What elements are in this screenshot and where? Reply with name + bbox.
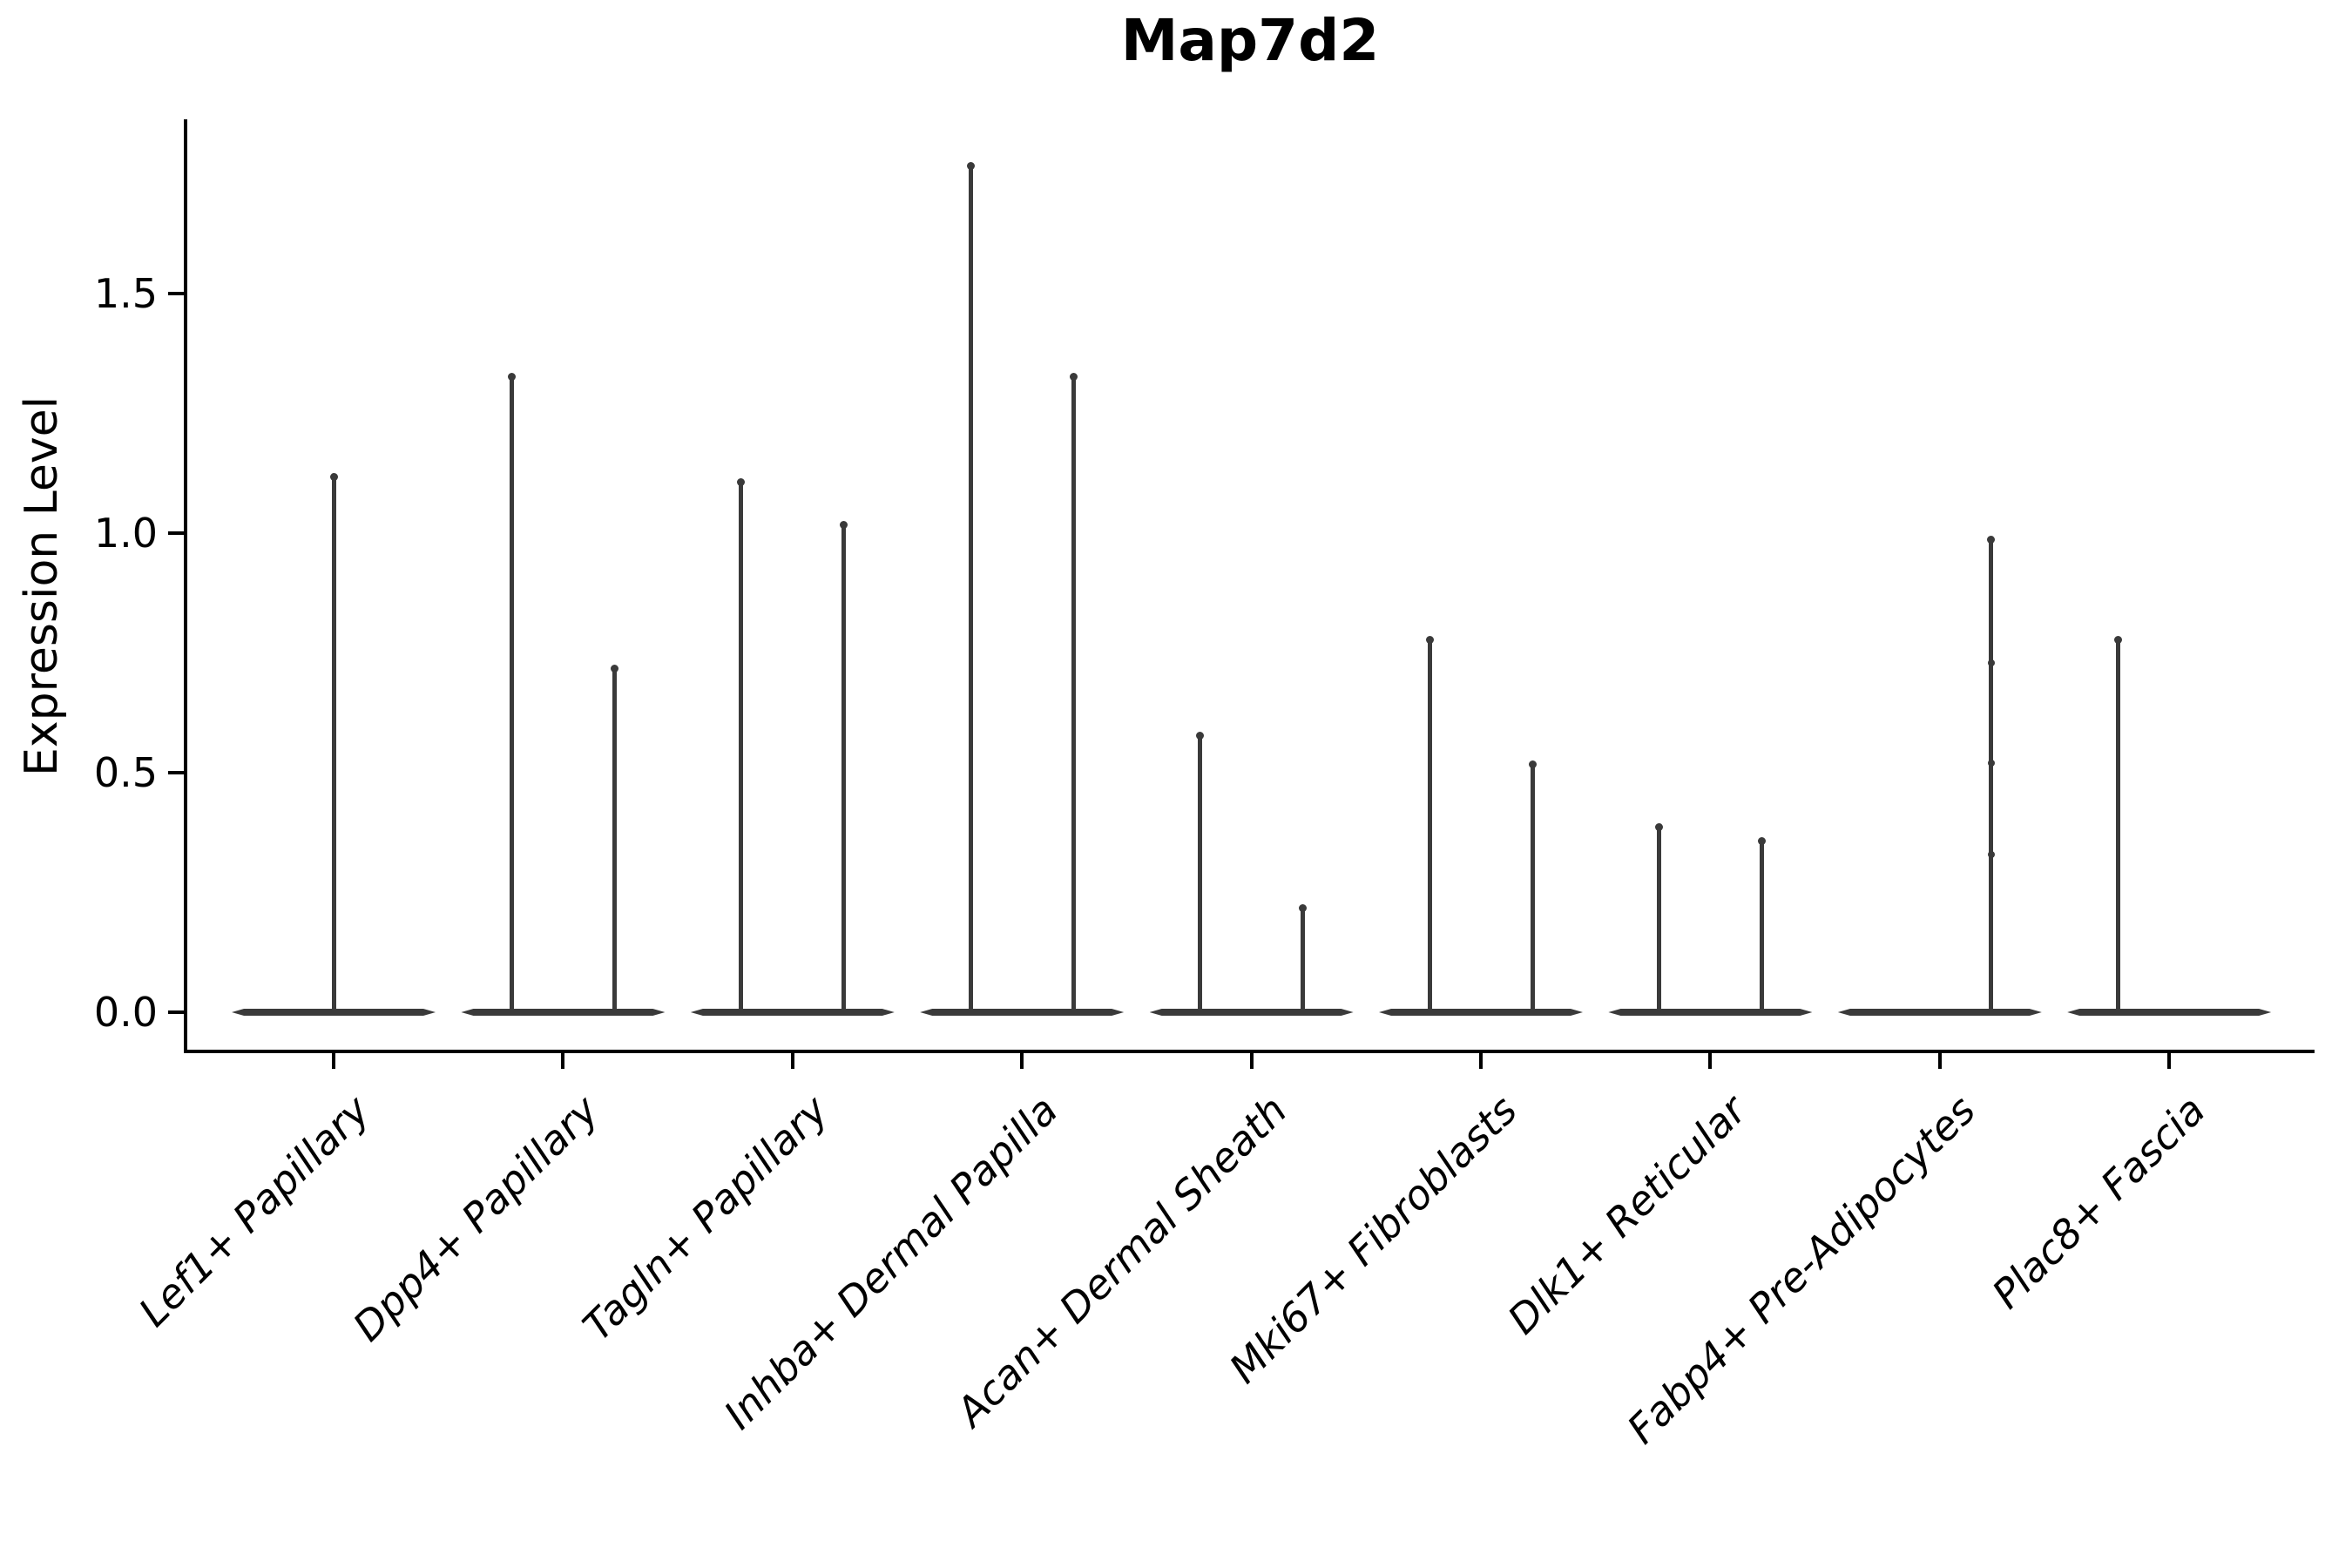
violin-spike	[968, 164, 973, 1012]
spike-max-cap	[737, 477, 746, 486]
y-axis-spine	[184, 119, 187, 1053]
y-tick	[168, 1010, 184, 1014]
violin-spike	[1301, 907, 1306, 1012]
x-tick	[1020, 1053, 1024, 1069]
x-tick-label: Tagln+ Papillary	[573, 1086, 838, 1350]
x-tick	[1937, 1053, 1942, 1069]
violin-spike	[509, 375, 514, 1012]
y-tick	[168, 292, 184, 295]
violin-base	[1838, 1009, 2042, 1016]
violin-spike	[1656, 825, 1661, 1012]
x-tick-label: Plac8+ Fascia	[1983, 1086, 2214, 1318]
violin-spike	[1198, 734, 1203, 1012]
violin-base	[1379, 1009, 1583, 1016]
violin-spike	[2115, 639, 2120, 1012]
violin-base	[1150, 1009, 1354, 1016]
x-tick	[2167, 1053, 2172, 1069]
spike-max-cap	[1299, 904, 1308, 912]
violin-spike	[1530, 763, 1535, 1012]
x-tick-label: Dlk1+ Reticular	[1498, 1086, 1755, 1343]
expression-data-point	[1987, 760, 1995, 767]
spike-max-cap	[610, 665, 618, 672]
y-tick-label: 0.5	[93, 749, 158, 796]
violin-spike	[739, 480, 744, 1012]
violin-spike	[1071, 375, 1076, 1012]
x-tick-label: Lef1+ Papillary	[129, 1086, 379, 1336]
violin-spike	[612, 667, 617, 1012]
violin-base	[1608, 1009, 1812, 1016]
y-axis-label: Expression Level	[16, 395, 68, 777]
chart-title: Map7d2	[1120, 7, 1380, 74]
spike-max-cap	[1528, 760, 1537, 768]
violin-spike	[331, 476, 336, 1012]
x-tick	[1708, 1053, 1713, 1069]
violin-spike	[1989, 537, 1994, 1012]
spike-max-cap	[1069, 372, 1078, 381]
x-tick	[1249, 1053, 1254, 1069]
x-axis-spine	[184, 1050, 2315, 1053]
x-tick	[1479, 1053, 1483, 1069]
violin-base	[461, 1009, 665, 1016]
spike-max-cap	[966, 161, 975, 170]
violin-base	[2067, 1009, 2271, 1016]
y-tick	[168, 531, 184, 535]
x-tick	[561, 1053, 565, 1069]
expression-data-point	[1987, 659, 1995, 666]
x-tick	[790, 1053, 794, 1069]
spike-max-cap	[507, 372, 516, 381]
y-tick-label: 1.0	[93, 510, 158, 557]
x-tick	[332, 1053, 335, 1069]
expression-data-point	[1987, 850, 1995, 858]
violin-base	[232, 1009, 436, 1016]
spike-max-cap	[1757, 837, 1766, 845]
y-tick-label: 0.0	[93, 989, 158, 1036]
violin-spike	[1427, 639, 1432, 1012]
spike-max-cap	[1654, 822, 1663, 831]
violin-spike	[841, 524, 847, 1012]
y-tick	[168, 771, 184, 774]
spike-max-cap	[329, 473, 338, 481]
y-tick-label: 1.5	[93, 270, 158, 317]
spike-max-cap	[1425, 636, 1434, 644]
x-tick-label: Dpp4+ Papillary	[344, 1086, 608, 1350]
violin-spike	[1759, 840, 1764, 1012]
spike-max-cap	[1987, 535, 1996, 544]
spike-max-cap	[2113, 636, 2122, 644]
spike-max-cap	[1196, 732, 1205, 740]
spike-max-cap	[840, 521, 848, 529]
violin-base	[691, 1009, 895, 1016]
violin-base	[920, 1009, 1124, 1016]
